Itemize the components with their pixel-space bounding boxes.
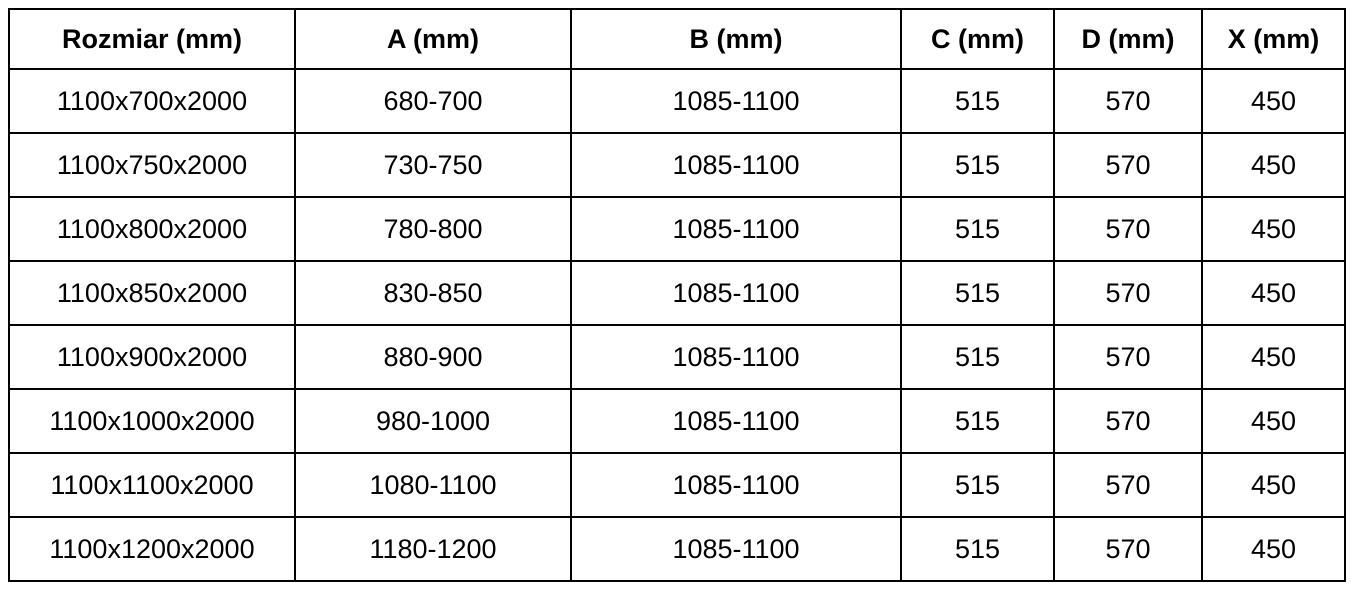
table-cell: 880-900 (294, 324, 572, 390)
table-row: 1100x750x2000 730-750 1085-1100 515 570 450 (8, 132, 1346, 198)
table-cell: 515 (900, 196, 1055, 262)
size-spec-table: Rozmiar (mm) A (mm) B (mm) C (mm) D (mm) X (m… (8, 8, 1346, 582)
table-row: 1100x1100x2000 1080-1100 1085-1100 515 570 45… (8, 452, 1346, 518)
table-cell: 450 (1201, 516, 1346, 582)
column-header-5: X (mm) (1201, 8, 1346, 70)
column-header-2: B (mm) (570, 8, 902, 70)
table-cell: 570 (1053, 196, 1203, 262)
table-body: 1100x700x2000 680-700 1085-1100 515 570 450 11… (8, 68, 1346, 582)
table-row: 1100x850x2000 830-850 1085-1100 515 570 450 (8, 260, 1346, 326)
table-cell: 515 (900, 452, 1055, 518)
header-row: Rozmiar (mm) A (mm) B (mm) C (mm) D (mm) X (m… (8, 8, 1346, 70)
table-cell: 1080-1100 (294, 452, 572, 518)
table-cell: 515 (900, 68, 1055, 134)
column-header-0: Rozmiar (mm) (8, 8, 296, 70)
column-header-1: A (mm) (294, 8, 572, 70)
table-cell: 780-800 (294, 196, 572, 262)
column-header-4: D (mm) (1053, 8, 1203, 70)
table-cell: 570 (1053, 68, 1203, 134)
table-head: Rozmiar (mm) A (mm) B (mm) C (mm) D (mm) X (m… (8, 8, 1346, 70)
table-cell: 515 (900, 324, 1055, 390)
table-cell: 450 (1201, 260, 1346, 326)
table-cell: 1100x700x2000 (8, 68, 296, 134)
table-cell: 1180-1200 (294, 516, 572, 582)
table-cell: 570 (1053, 132, 1203, 198)
table-cell: 515 (900, 388, 1055, 454)
table-row: 1100x800x2000 780-800 1085-1100 515 570 450 (8, 196, 1346, 262)
table-cell: 570 (1053, 260, 1203, 326)
table-cell: 1100x1200x2000 (8, 516, 296, 582)
table-row: 1100x700x2000 680-700 1085-1100 515 570 450 (8, 68, 1346, 134)
table-cell: 1100x850x2000 (8, 260, 296, 326)
table-cell: 1085-1100 (570, 516, 902, 582)
table-cell: 570 (1053, 324, 1203, 390)
table-cell: 1085-1100 (570, 452, 902, 518)
table-cell: 680-700 (294, 68, 572, 134)
table-row: 1100x1200x2000 1180-1200 1085-1100 515 570 45… (8, 516, 1346, 582)
table-cell: 1085-1100 (570, 68, 902, 134)
table-cell: 450 (1201, 196, 1346, 262)
table-cell: 1085-1100 (570, 260, 902, 326)
table-row: 1100x900x2000 880-900 1085-1100 515 570 450 (8, 324, 1346, 390)
table-cell: 450 (1201, 68, 1346, 134)
table-cell: 450 (1201, 452, 1346, 518)
table-cell: 450 (1201, 388, 1346, 454)
table-cell: 570 (1053, 516, 1203, 582)
table-cell: 570 (1053, 452, 1203, 518)
table-cell: 450 (1201, 132, 1346, 198)
table-cell: 1085-1100 (570, 132, 902, 198)
table-cell: 1085-1100 (570, 388, 902, 454)
table-cell: 1100x750x2000 (8, 132, 296, 198)
table-cell: 1085-1100 (570, 324, 902, 390)
table-cell: 1100x1000x2000 (8, 388, 296, 454)
table-cell: 1085-1100 (570, 196, 902, 262)
table-row: 1100x1000x2000 980-1000 1085-1100 515 570 450 (8, 388, 1346, 454)
table-cell: 515 (900, 516, 1055, 582)
table-cell: 450 (1201, 324, 1346, 390)
table-cell: 1100x1100x2000 (8, 452, 296, 518)
table-cell: 515 (900, 132, 1055, 198)
table-cell: 1100x900x2000 (8, 324, 296, 390)
table-cell: 980-1000 (294, 388, 572, 454)
table-cell: 730-750 (294, 132, 572, 198)
table-cell: 1100x800x2000 (8, 196, 296, 262)
table-cell: 830-850 (294, 260, 572, 326)
table-cell: 515 (900, 260, 1055, 326)
column-header-3: C (mm) (900, 8, 1055, 70)
table-cell: 570 (1053, 388, 1203, 454)
